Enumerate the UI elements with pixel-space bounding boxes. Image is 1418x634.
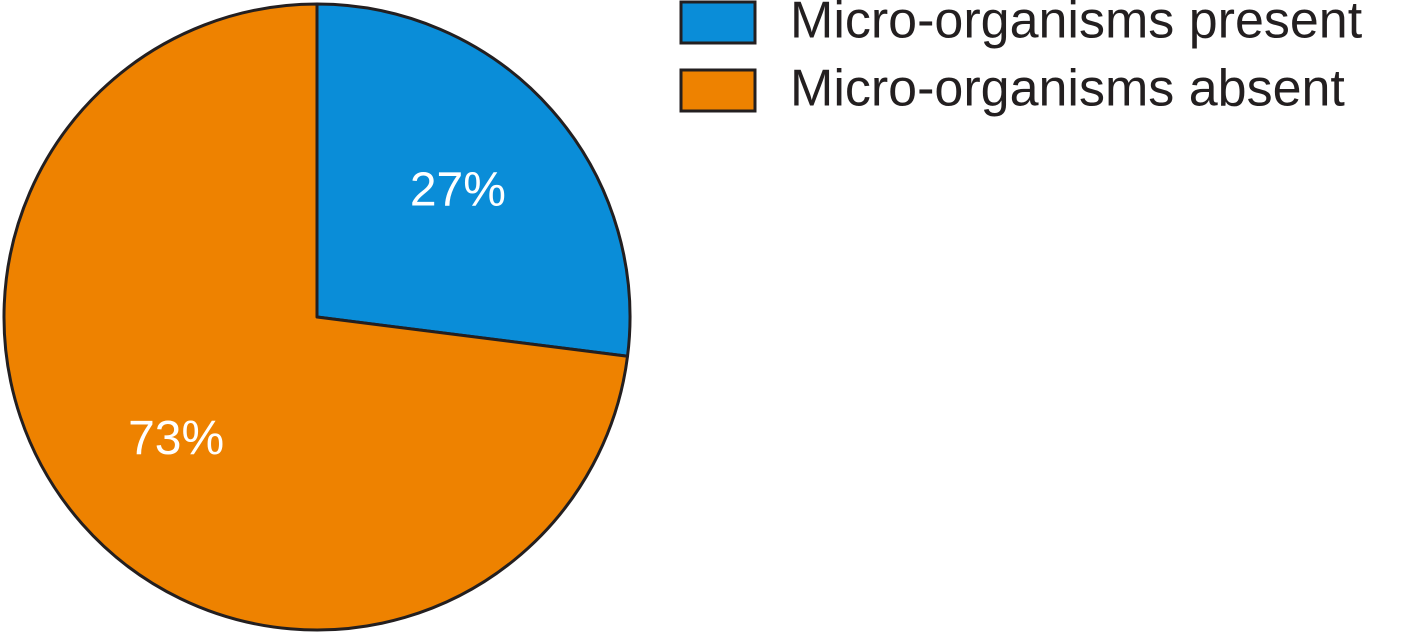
legend-label: Micro-organisms present <box>790 0 1363 50</box>
legend-swatch <box>679 68 757 113</box>
pie-slice <box>2 2 630 632</box>
legend-label: Micro-organisms absent <box>790 60 1345 118</box>
pie-slice <box>315 2 632 358</box>
data-label: 27% <box>410 163 506 216</box>
legend-swatch <box>679 0 757 45</box>
data-label: 73% <box>128 412 224 465</box>
